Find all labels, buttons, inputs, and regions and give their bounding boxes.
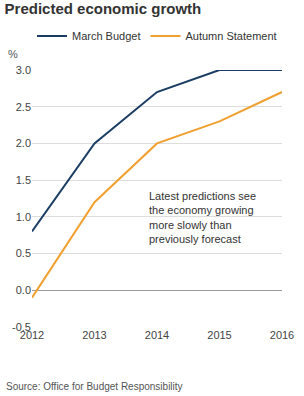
svg-text:2.5: 2.5 [16, 101, 31, 113]
svg-text:1.5: 1.5 [16, 174, 31, 186]
svg-text:0.0: 0.0 [16, 284, 31, 296]
svg-text:-0.5: -0.5 [12, 321, 31, 333]
svg-text:2016: 2016 [270, 329, 294, 341]
svg-text:3.0: 3.0 [16, 64, 31, 76]
svg-text:Autumn Statement: Autumn Statement [185, 30, 276, 42]
svg-text:2013: 2013 [82, 329, 106, 341]
svg-text:2.0: 2.0 [16, 137, 31, 149]
svg-text:1.0: 1.0 [16, 211, 31, 223]
svg-text:Source: Office for Budget Resp: Source: Office for Budget Responsibility [6, 381, 183, 392]
svg-text:2014: 2014 [145, 329, 169, 341]
svg-text:%: % [8, 48, 18, 60]
svg-text:2012: 2012 [20, 329, 44, 341]
svg-text:0.5: 0.5 [16, 247, 31, 259]
svg-text:2015: 2015 [207, 329, 231, 341]
svg-text:Predicted economic growth: Predicted economic growth [5, 0, 202, 17]
svg-text:March Budget: March Budget [72, 30, 140, 42]
svg-text:Latest predictions seethe econ: Latest predictions seethe economy growin… [149, 190, 256, 245]
